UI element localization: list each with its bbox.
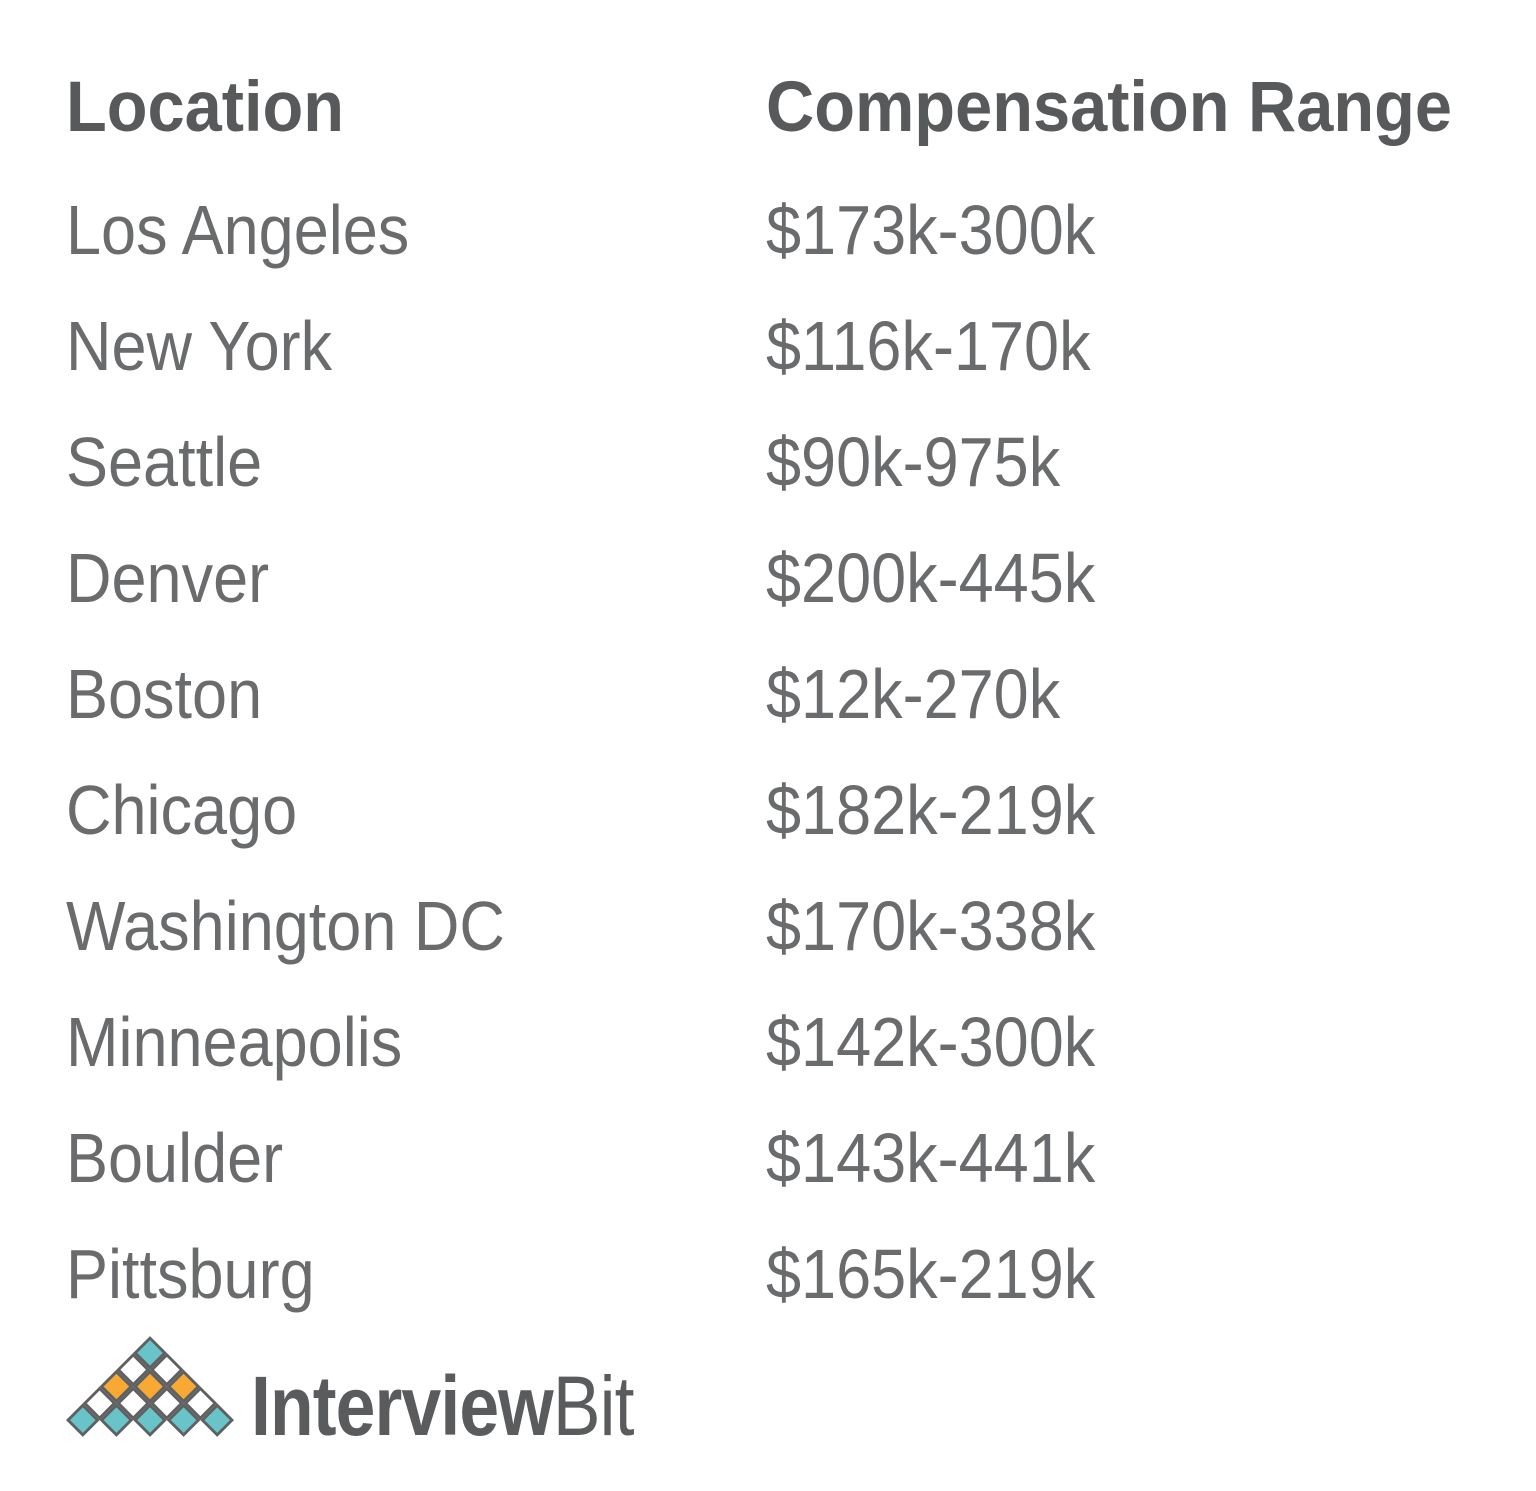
compensation-cell: $173k-300k: [766, 191, 1096, 269]
table-row: Los Angeles $173k-300k: [0, 195, 1536, 295]
wordmark-interview: Interview: [251, 1359, 554, 1453]
location-column-header: Location: [66, 68, 345, 147]
table-row: Washington DC $170k-338k: [0, 891, 1536, 991]
compensation-cell: $142k-300k: [766, 1003, 1096, 1081]
interviewbit-diamond-pyramid-icon: [66, 1336, 234, 1437]
location-cell: New York: [66, 307, 333, 385]
table-row: Boston $12k-270k: [0, 659, 1536, 759]
location-cell: Los Angeles: [66, 191, 410, 269]
compensation-cell: $170k-338k: [766, 887, 1096, 965]
table-row: Seattle $90k-975k: [0, 427, 1536, 527]
compensation-column-header: Compensation Range: [766, 68, 1453, 147]
table-row: Minneapolis $142k-300k: [0, 1007, 1536, 1107]
wordmark-bit: Bit: [552, 1359, 635, 1453]
table-row: Chicago $182k-219k: [0, 775, 1536, 875]
table-row: Boulder $143k-441k: [0, 1123, 1536, 1223]
location-cell: Seattle: [66, 423, 263, 501]
table-row: Pittsburg $165k-219k: [0, 1239, 1536, 1339]
location-cell: Chicago: [66, 771, 298, 849]
compensation-cell: $182k-219k: [766, 771, 1096, 849]
compensation-cell: $90k-975k: [766, 423, 1061, 501]
location-cell: Washington DC: [66, 887, 505, 965]
table-row: Denver $200k-445k: [0, 543, 1536, 643]
table-row: New York $116k-170k: [0, 311, 1536, 411]
location-cell: Boston: [66, 655, 263, 733]
location-cell: Pittsburg: [66, 1235, 315, 1313]
compensation-cell: $200k-445k: [766, 539, 1096, 617]
compensation-cell: $165k-219k: [766, 1235, 1096, 1313]
compensation-cell: $116k-170k: [766, 307, 1091, 385]
interviewbit-wordmark: InterviewBit: [251, 1364, 634, 1448]
location-cell: Minneapolis: [66, 1003, 403, 1081]
compensation-cell: $143k-441k: [766, 1119, 1096, 1197]
compensation-cell: $12k-270k: [766, 655, 1061, 733]
location-cell: Boulder: [66, 1119, 284, 1197]
table-header-row: Location Compensation Range: [0, 72, 1536, 172]
location-cell: Denver: [66, 539, 270, 617]
